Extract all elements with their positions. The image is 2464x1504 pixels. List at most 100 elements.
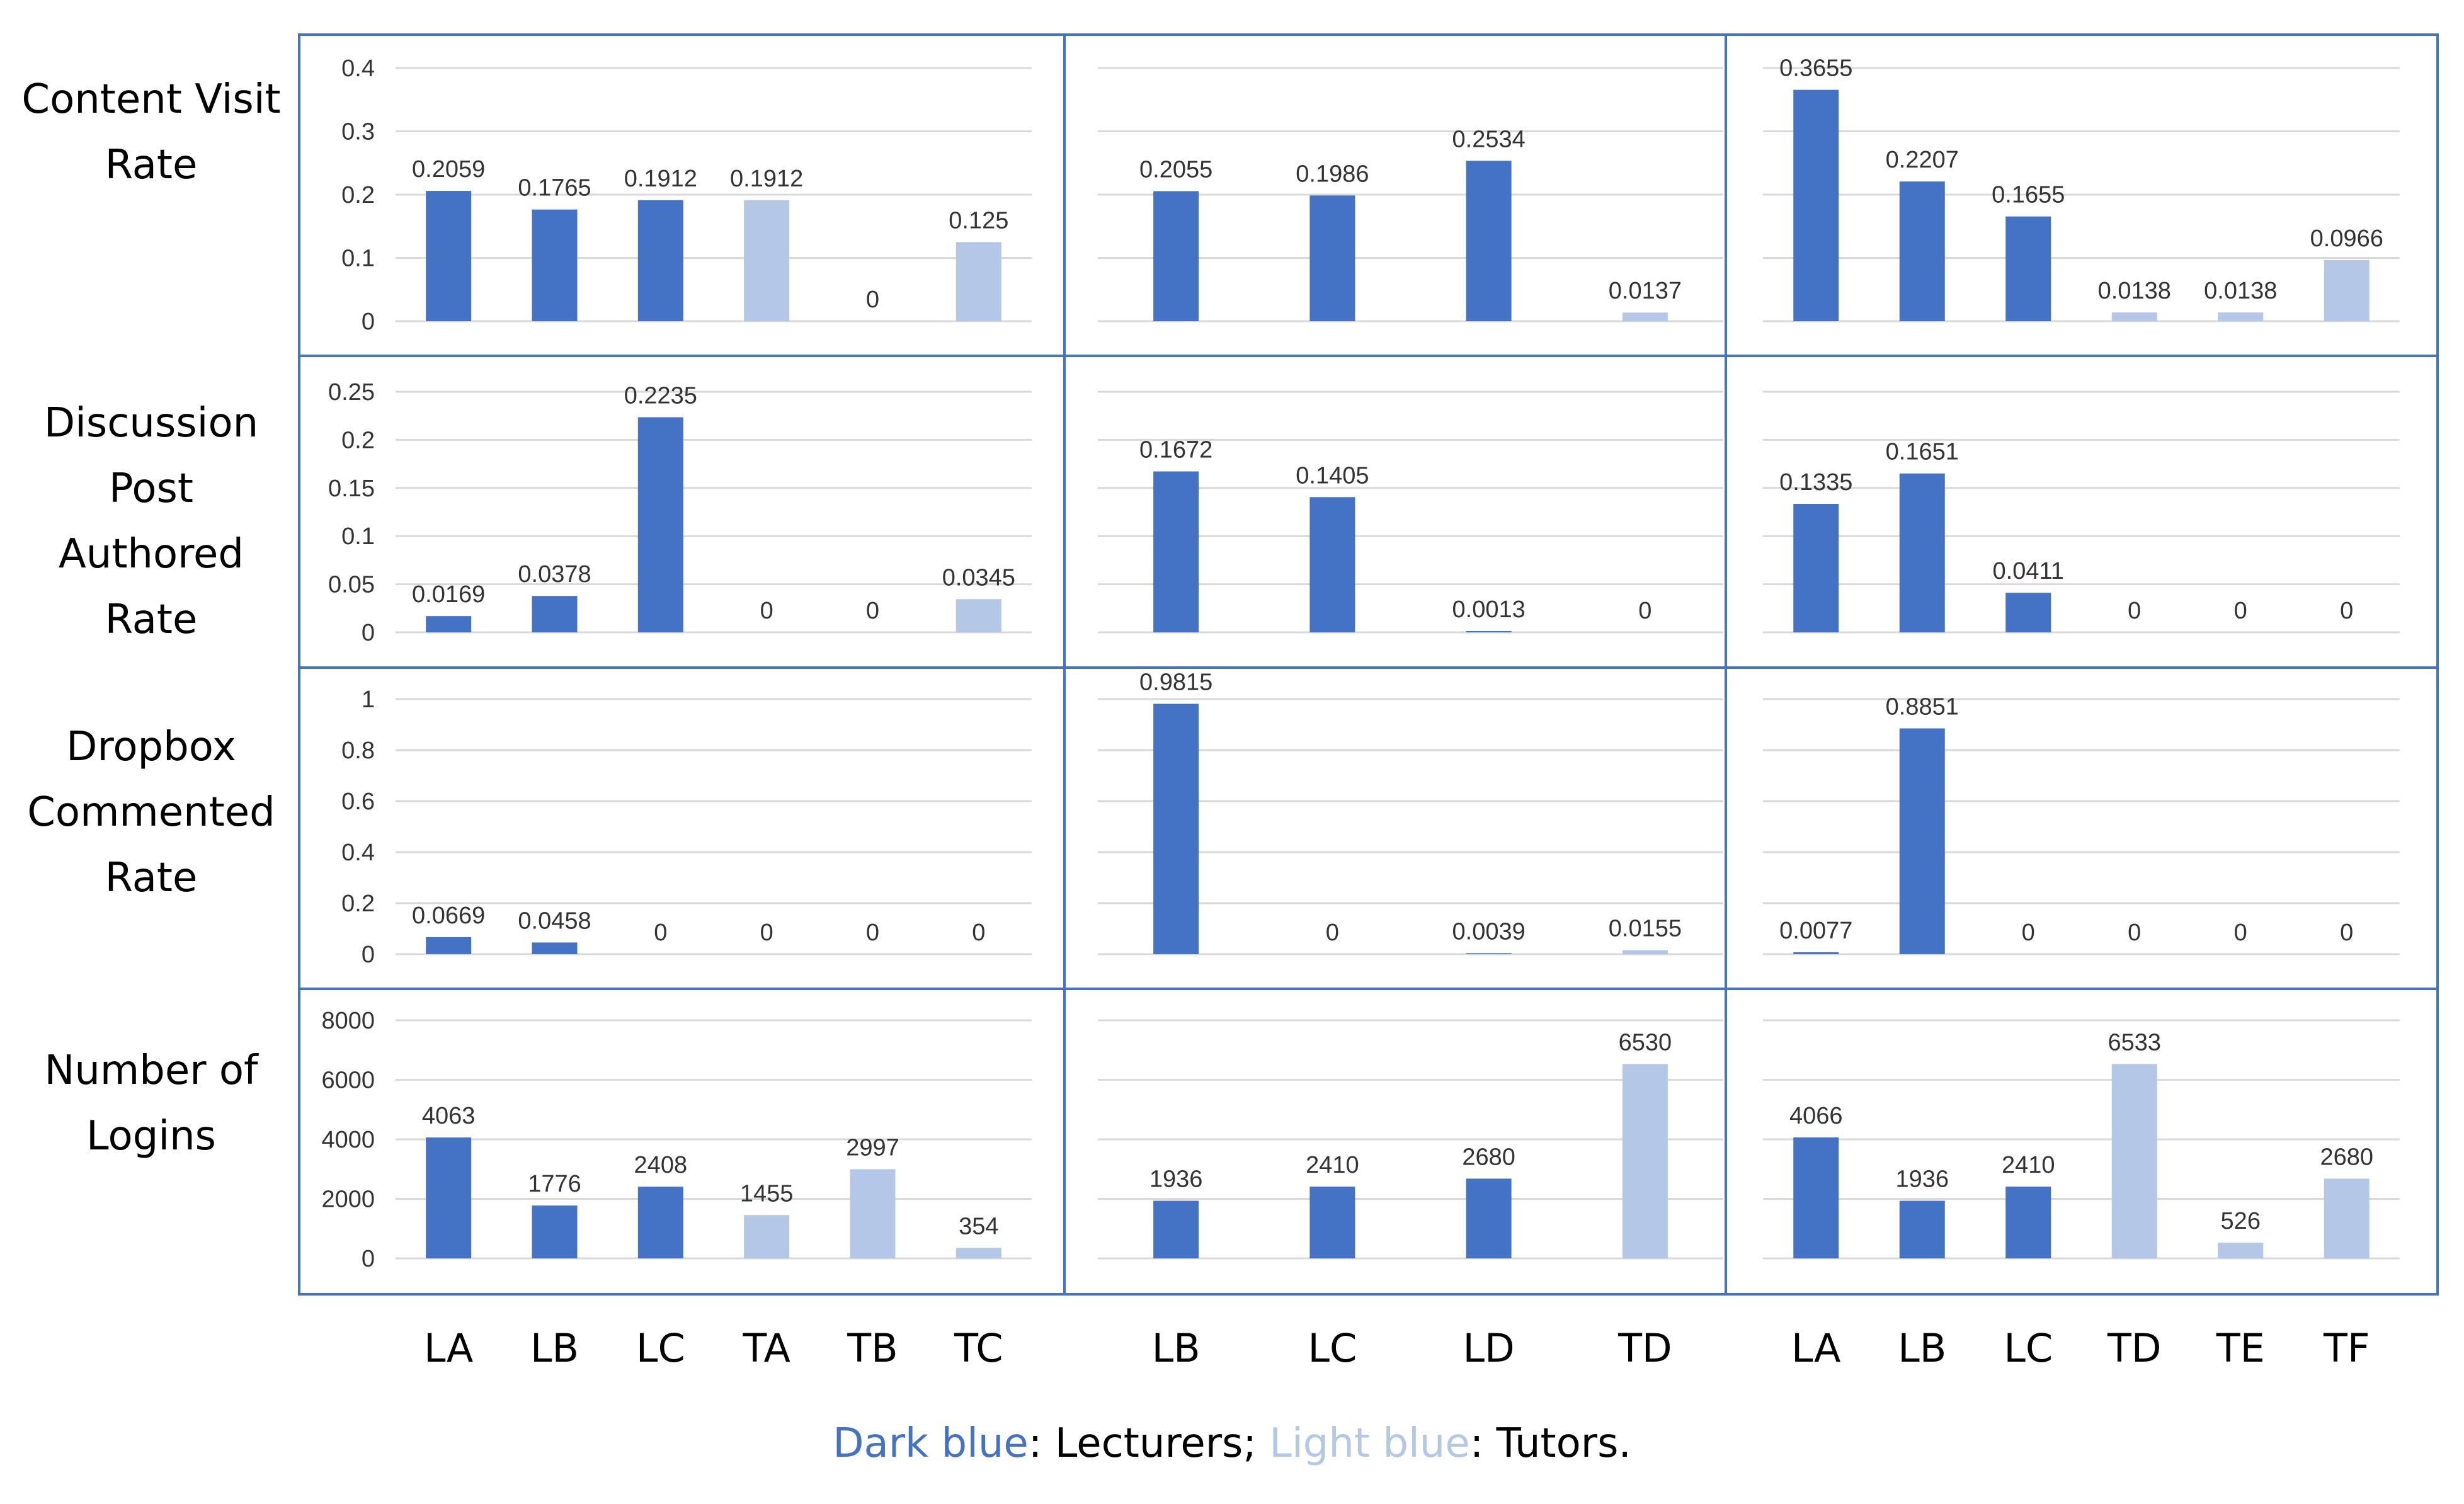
legend-light-blue-label: Light blue bbox=[1269, 1420, 1470, 1467]
bar-lb bbox=[532, 596, 578, 632]
x-category-label-ta: TA bbox=[742, 1325, 790, 1371]
data-label: 0.0013 bbox=[1452, 596, 1526, 623]
data-label: 0 bbox=[2128, 920, 2141, 946]
data-label: 0.0039 bbox=[1452, 918, 1526, 945]
bar-tc bbox=[955, 599, 1001, 632]
y-tick-label: 0.2 bbox=[341, 182, 375, 208]
y-tick-label: 6000 bbox=[321, 1068, 375, 1094]
x-category-label-ld: LD bbox=[1463, 1325, 1514, 1371]
bar-lb bbox=[1153, 471, 1199, 632]
bar-tf bbox=[2324, 259, 2370, 321]
bar-la bbox=[1793, 1137, 1839, 1258]
bar-td bbox=[1622, 312, 1668, 321]
bar-la bbox=[1793, 504, 1839, 632]
x-category-label-tc: TC bbox=[954, 1325, 1003, 1371]
row-label-line: Logins bbox=[86, 1113, 216, 1159]
chart-grid: 0 0.1 0.2 0.3 0.4 0.2059 0.1765 0.1912 0.1912 0 0.… bbox=[298, 33, 2439, 1371]
bar-lb bbox=[532, 1205, 578, 1258]
data-label: 0 bbox=[2022, 920, 2035, 946]
data-label: 0 bbox=[972, 920, 985, 946]
bar-lc bbox=[637, 417, 683, 632]
x-category-label-lb: LB bbox=[1898, 1325, 1946, 1371]
data-label: 0 bbox=[866, 598, 879, 624]
data-label: 0.0669 bbox=[412, 903, 485, 929]
bar-ld bbox=[1466, 1178, 1512, 1258]
x-category-label-tb: TB bbox=[847, 1325, 898, 1371]
bar-lb bbox=[1899, 1200, 1945, 1258]
y-tick-label: 0 bbox=[362, 309, 375, 335]
y-tick-label: 1 bbox=[362, 686, 375, 713]
x-category-label-te: TE bbox=[2216, 1325, 2265, 1371]
x-category-label-lc: LC bbox=[2004, 1325, 2053, 1371]
bar-td bbox=[1622, 1064, 1668, 1258]
data-label: 0.0378 bbox=[518, 561, 591, 588]
legend-dark-blue-label: Dark blue bbox=[833, 1420, 1029, 1467]
bar-te bbox=[2218, 312, 2264, 321]
x-category-label-lc: LC bbox=[1308, 1325, 1357, 1371]
y-tick-label: 0.05 bbox=[328, 572, 375, 598]
row-label-line: Rate bbox=[105, 142, 198, 188]
bar-la bbox=[1793, 952, 1839, 954]
bar-lb bbox=[532, 942, 578, 954]
bar-te bbox=[2218, 1243, 2264, 1258]
bar-la bbox=[426, 1137, 472, 1258]
row-label-line: Commented bbox=[27, 789, 275, 836]
bar-tc bbox=[955, 1248, 1001, 1258]
row-label-line: Number of bbox=[44, 1047, 258, 1094]
x-category-label-tf: TF bbox=[2323, 1325, 2370, 1371]
data-label: 0 bbox=[866, 287, 879, 313]
data-label: 0 bbox=[2234, 598, 2247, 624]
data-label: 0.0077 bbox=[1779, 918, 1852, 944]
data-label: 4066 bbox=[1789, 1103, 1843, 1129]
data-label: 0.2235 bbox=[624, 382, 697, 409]
y-tick-label: 0.4 bbox=[341, 840, 375, 866]
bar-la bbox=[426, 937, 472, 954]
data-label: 0.1912 bbox=[730, 166, 803, 192]
data-label: 0.0169 bbox=[412, 581, 485, 608]
bar-lb bbox=[1899, 181, 1945, 321]
data-label: 4063 bbox=[422, 1103, 476, 1129]
bar-la bbox=[426, 616, 472, 632]
data-label: 0.3655 bbox=[1779, 55, 1852, 82]
bar-ta bbox=[744, 200, 790, 321]
data-label: 0.0138 bbox=[2204, 278, 2277, 304]
bar-tf bbox=[2324, 1178, 2370, 1258]
panel-border bbox=[298, 666, 1066, 990]
row-label-content-visit-rate: Content Visit Rate bbox=[0, 66, 302, 198]
y-tick-label: 0.1 bbox=[341, 523, 375, 550]
data-label: 1776 bbox=[528, 1171, 581, 1197]
data-label: 1936 bbox=[1149, 1166, 1203, 1193]
y-tick-label: 0 bbox=[362, 620, 375, 646]
data-label: 526 bbox=[2221, 1208, 2261, 1234]
data-label: 0 bbox=[2128, 598, 2141, 624]
bar-la bbox=[1793, 89, 1839, 322]
row-label-line: Post bbox=[109, 465, 193, 512]
bar-lb bbox=[1153, 191, 1199, 321]
data-label: 0.2207 bbox=[1886, 147, 1959, 173]
bar-lc bbox=[1309, 1187, 1355, 1258]
y-tick-label: 2000 bbox=[321, 1187, 375, 1213]
y-tick-label: 0 bbox=[362, 1246, 375, 1272]
data-label: 2410 bbox=[1306, 1152, 1359, 1178]
x-category-label-la: LA bbox=[1791, 1325, 1840, 1371]
data-label: 0.1912 bbox=[624, 166, 697, 192]
data-label: 0.0411 bbox=[1993, 558, 2064, 584]
y-tick-label: 0.3 bbox=[341, 119, 375, 145]
data-label: 0 bbox=[760, 598, 773, 624]
x-category-label-td: TD bbox=[1617, 1325, 1672, 1371]
bar-lc bbox=[2005, 216, 2051, 321]
bar-ld bbox=[1466, 161, 1512, 321]
bar-tb bbox=[850, 1169, 896, 1258]
data-label: 0.1765 bbox=[518, 175, 591, 202]
y-tick-label: 0.8 bbox=[341, 738, 375, 764]
data-label: 0 bbox=[1638, 598, 1651, 624]
data-label: 0.0345 bbox=[942, 564, 1015, 591]
data-label: 0.1986 bbox=[1296, 161, 1369, 187]
data-label: 1936 bbox=[1895, 1166, 1949, 1193]
bar-lc bbox=[637, 1187, 683, 1258]
data-label: 6533 bbox=[2108, 1029, 2161, 1056]
data-label: 0 bbox=[654, 920, 667, 946]
x-category-label-lc: LC bbox=[636, 1325, 685, 1371]
row-label-line: Rate bbox=[105, 855, 198, 901]
bar-ld bbox=[1466, 631, 1512, 632]
